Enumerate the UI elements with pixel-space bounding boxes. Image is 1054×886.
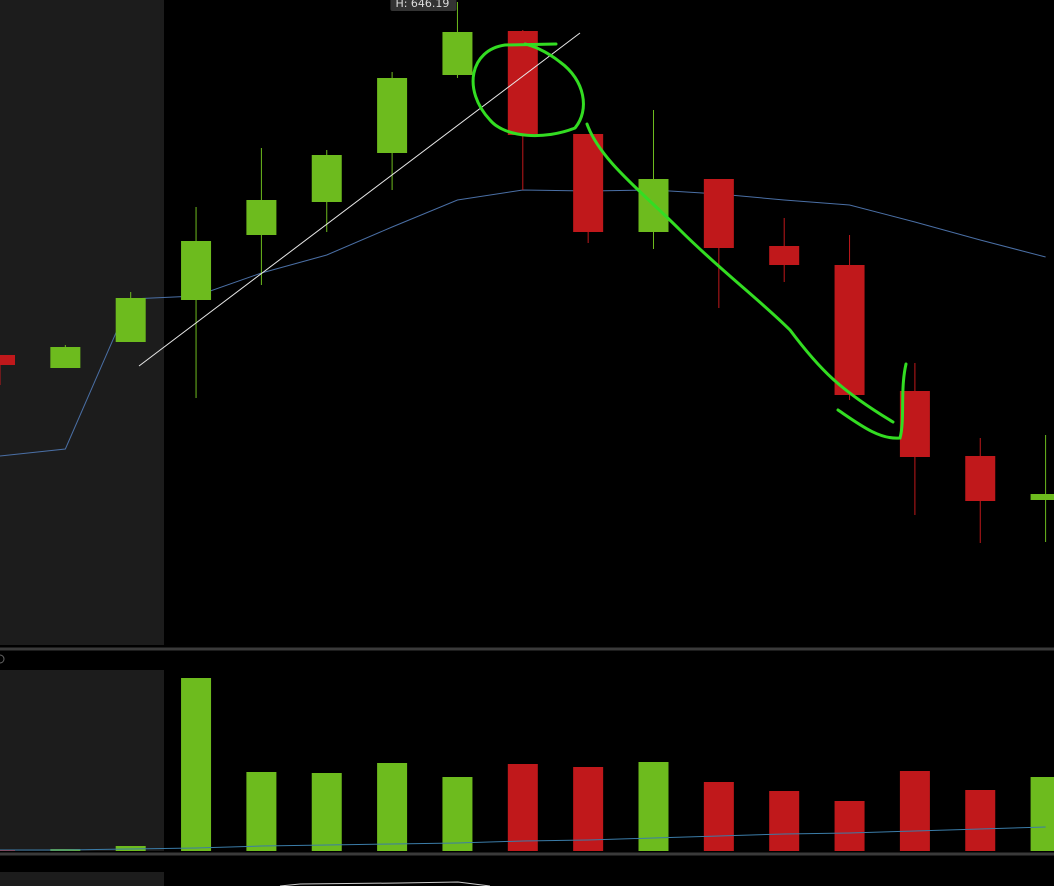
volume-bar <box>377 763 408 851</box>
volume-bar <box>834 801 865 851</box>
candle-body <box>0 355 15 365</box>
indicator-line <box>279 881 491 886</box>
candle-body <box>834 265 865 395</box>
volume-bar <box>311 773 342 851</box>
shaded-session <box>0 670 164 851</box>
candle-body <box>50 347 81 368</box>
volume-bar <box>1030 777 1054 851</box>
price-panel <box>0 1 1054 851</box>
candle-body <box>507 31 538 135</box>
shaded-session <box>0 872 164 886</box>
hand-drawing <box>471 42 908 440</box>
candle-body <box>573 134 604 232</box>
volume-bar <box>442 777 473 851</box>
candle-body <box>899 391 930 457</box>
arrow-head <box>836 362 908 440</box>
label-box <box>390 0 457 11</box>
volume-bar <box>769 791 800 851</box>
candle-body <box>181 241 212 300</box>
volume-bar <box>965 790 996 851</box>
moving-average <box>0 826 1046 851</box>
volume-bar <box>899 771 930 851</box>
candle-body <box>965 456 996 501</box>
volume-bar <box>246 772 277 851</box>
high-label: H: 646.19 <box>395 0 449 10</box>
high-marker: H: 646.19 <box>390 0 457 11</box>
candle-body <box>377 78 408 153</box>
candle-body <box>442 32 473 75</box>
candle-body <box>311 155 342 202</box>
volume-bar <box>181 678 212 851</box>
volume-bar <box>507 764 538 851</box>
arrow-annotation <box>585 122 895 424</box>
candle-body <box>769 246 800 265</box>
panel-handle[interactable] <box>0 654 5 664</box>
circle-annotation <box>471 42 585 138</box>
candle-body <box>246 200 277 235</box>
volume-bar <box>573 767 604 851</box>
candle-body <box>115 298 146 342</box>
volume-bar <box>638 762 669 851</box>
trend-line[interactable] <box>138 32 581 367</box>
volume-bar <box>703 782 734 851</box>
candle-body <box>703 179 734 248</box>
candle-body <box>1030 494 1054 500</box>
